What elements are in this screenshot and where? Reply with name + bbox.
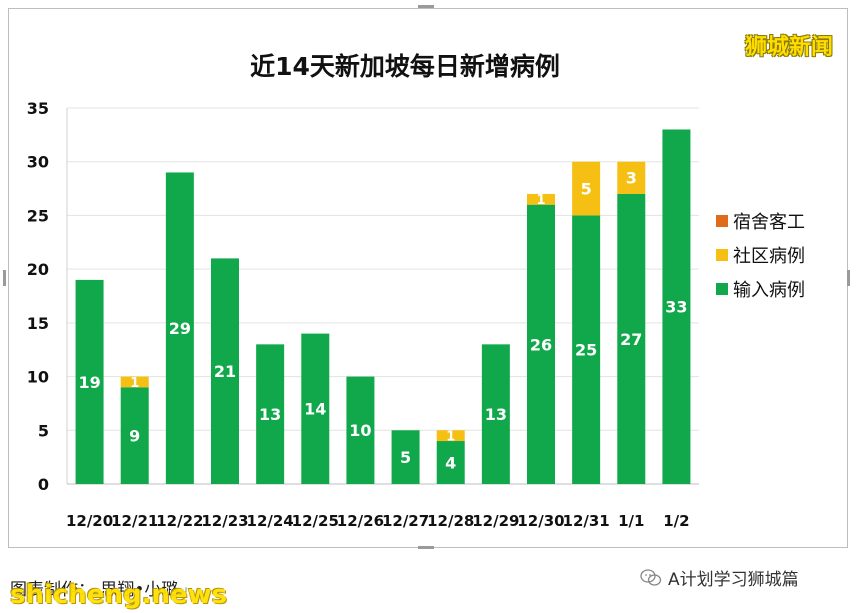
data-label: 3 xyxy=(626,169,637,188)
x-tick-label: 12/26 xyxy=(337,512,384,530)
bar-输入病例 xyxy=(572,215,601,484)
y-tick-label: 20 xyxy=(27,260,49,279)
data-label: 1 xyxy=(446,429,455,444)
bar-输入病例 xyxy=(481,344,510,484)
y-tick-label: 30 xyxy=(27,153,49,172)
watermark: shicheng.news xyxy=(10,580,228,610)
return-mark-icon: ↵ xyxy=(178,584,189,598)
data-label: 26 xyxy=(530,335,552,354)
legend-label: 输入病例 xyxy=(733,280,805,301)
x-tick-label: 12/24 xyxy=(247,512,294,530)
data-label: 33 xyxy=(665,298,687,317)
x-tick-label: 12/29 xyxy=(472,512,519,530)
x-tick-label: 1/2 xyxy=(663,512,689,530)
bar-社区病例 xyxy=(527,193,555,205)
y-tick-label: 0 xyxy=(38,475,49,494)
x-tick-label: 12/27 xyxy=(382,512,429,530)
wechat-account: A计划学习狮城篇 xyxy=(640,565,799,590)
y-tick-label: 25 xyxy=(27,206,49,225)
bar-输入病例 xyxy=(527,204,555,484)
bar-输入病例 xyxy=(165,172,194,484)
data-label: 4 xyxy=(445,453,456,472)
bar-输入病例 xyxy=(75,279,104,484)
x-tick-label: 12/28 xyxy=(427,512,474,530)
y-tick-label: 10 xyxy=(27,368,49,387)
bar-输入病例 xyxy=(120,387,149,484)
legend-swatch xyxy=(716,249,728,261)
data-label: 19 xyxy=(78,373,100,392)
data-label: 10 xyxy=(349,421,371,440)
x-tick-label: 12/21 xyxy=(111,512,158,530)
bar-社区病例 xyxy=(436,430,465,442)
resize-handle-left[interactable] xyxy=(3,270,6,286)
bar-输入病例 xyxy=(662,129,691,484)
y-tick-label: 15 xyxy=(27,314,49,333)
bar-社区病例 xyxy=(572,161,601,216)
resize-handle-bottom[interactable] xyxy=(418,546,434,549)
data-label: 29 xyxy=(169,319,191,338)
data-label: 9 xyxy=(129,427,140,446)
x-tick-label: 12/22 xyxy=(156,512,203,530)
data-label: 27 xyxy=(620,330,642,349)
data-label: 21 xyxy=(214,362,236,381)
bar-输入病例 xyxy=(617,193,646,484)
x-tick-label: 1/1 xyxy=(618,512,644,530)
bar-社区病例 xyxy=(120,376,149,388)
wechat-icon xyxy=(640,568,662,587)
bar-输入病例 xyxy=(256,344,285,484)
bar-输入病例 xyxy=(211,258,239,484)
bar-社区病例 xyxy=(617,161,646,194)
data-label: 1 xyxy=(536,193,545,208)
y-tick-label: 35 xyxy=(27,99,49,118)
legend-label: 宿舍客工 xyxy=(733,212,805,233)
data-label: 13 xyxy=(259,405,281,424)
y-tick-label: 5 xyxy=(38,421,49,440)
credit-text: 图表制作： 思翔•小璐 xyxy=(10,580,179,600)
legend-swatch xyxy=(716,215,728,227)
data-label: 5 xyxy=(581,179,592,198)
chart-credit: 图表制作： 思翔•小璐↵ xyxy=(10,575,189,600)
data-label: 5 xyxy=(400,448,411,467)
x-tick-label: 12/23 xyxy=(201,512,248,530)
brand-logo: 狮城新闻 xyxy=(744,35,833,60)
chart-title: 近14天新加坡每日新增病例 xyxy=(250,52,560,81)
chart-frame: 近14天新加坡每日新增病例 0 5 10 15 20 25 30 35 19 12/20 9 1 12/2… xyxy=(8,8,848,548)
bar-输入病例 xyxy=(346,376,375,484)
data-label: 25 xyxy=(575,341,597,360)
chart-svg: 近14天新加坡每日新增病例051015202530351912/209112/2… xyxy=(27,52,805,530)
wechat-account-name: A计划学习狮城篇 xyxy=(668,570,799,590)
data-label: 1 xyxy=(130,376,139,391)
x-tick-label: 12/25 xyxy=(292,512,339,530)
legend-swatch xyxy=(716,283,728,295)
data-label: 14 xyxy=(304,400,326,419)
resize-handle-top[interactable] xyxy=(418,5,434,8)
resize-handle-right[interactable] xyxy=(847,270,850,286)
legend-label: 社区病例 xyxy=(733,246,805,267)
bar-输入病例 xyxy=(436,441,465,484)
data-label: 13 xyxy=(485,405,507,424)
bar-输入病例 xyxy=(391,430,420,484)
bar-输入病例 xyxy=(301,333,330,484)
x-tick-label: 12/31 xyxy=(563,512,610,530)
x-tick-label: 12/30 xyxy=(517,512,564,530)
x-tick-label: 12/20 xyxy=(66,512,113,530)
